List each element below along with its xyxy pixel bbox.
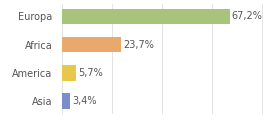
- Text: 3,4%: 3,4%: [72, 96, 97, 106]
- Text: 23,7%: 23,7%: [123, 40, 154, 50]
- Bar: [62, 9, 230, 24]
- Text: 67,2%: 67,2%: [232, 11, 263, 21]
- Bar: [62, 37, 121, 52]
- Bar: [62, 93, 70, 109]
- Bar: [62, 65, 76, 81]
- Text: 5,7%: 5,7%: [78, 68, 103, 78]
